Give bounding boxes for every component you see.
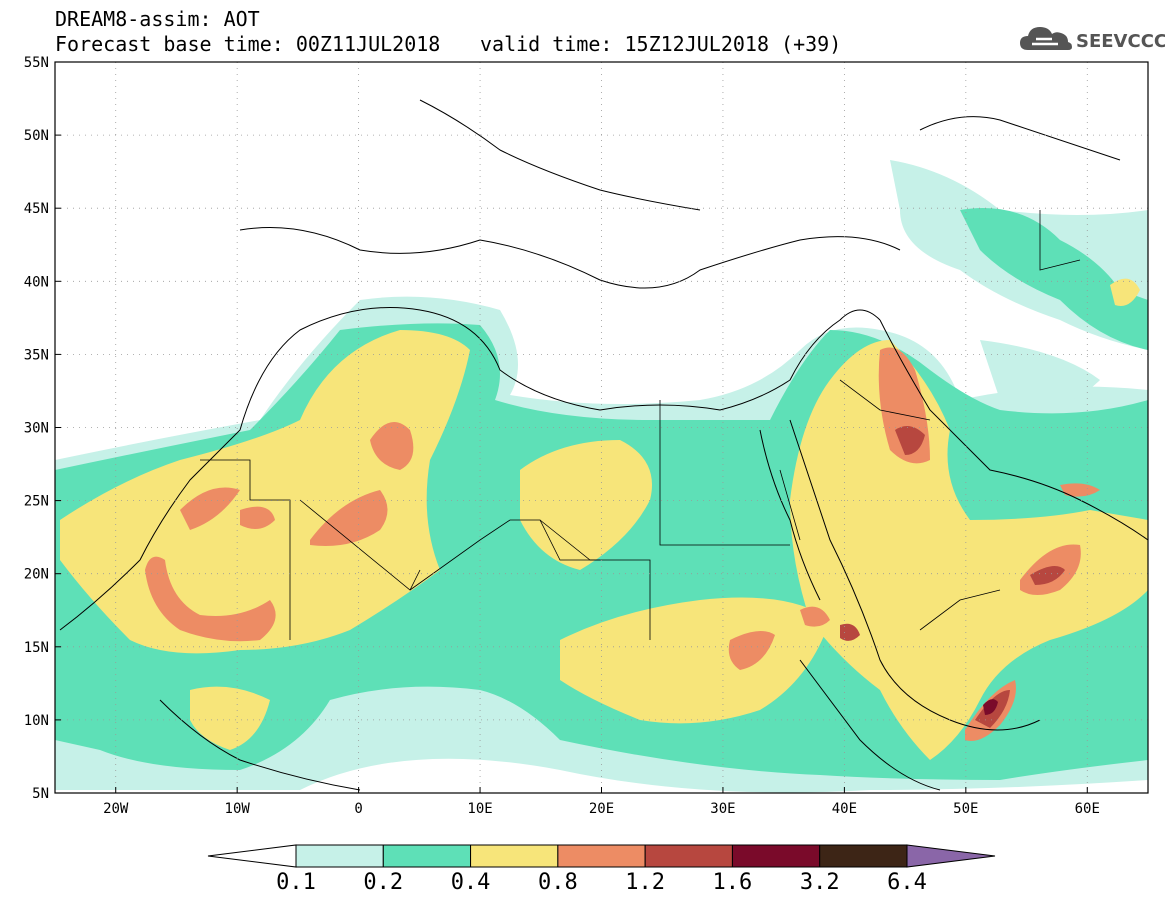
seevccc-logo: SEEVCCC — [1018, 22, 1165, 58]
coastlines — [59, 99, 1148, 791]
lat-tick-label: 35N — [24, 347, 49, 363]
cloud-logo-icon — [1020, 27, 1072, 50]
lon-tick-label: 20E — [589, 801, 614, 817]
lat-tick-label: 5N — [32, 786, 49, 802]
lon-tick-label: 40E — [832, 801, 857, 817]
colorbar-segment — [295, 844, 384, 868]
colorbar-segment — [644, 844, 733, 868]
longitude-axis: 20W 10W 0 10E 20E 30E 40E 50E 60E — [103, 787, 1100, 817]
colorbar-segment — [731, 844, 821, 868]
colorbar — [207, 844, 996, 868]
colorbar-level-label: 6.4 — [887, 870, 927, 895]
lon-tick-label: 10E — [467, 801, 492, 817]
lon-tick-label: 0 — [354, 801, 362, 817]
lat-tick-label: 15N — [24, 640, 49, 656]
lon-tick-label: 50E — [953, 801, 978, 817]
colorbar-level-label: 0.2 — [363, 870, 404, 895]
colorbar-level-label: 0.4 — [450, 870, 491, 895]
colorbar-segment — [557, 844, 646, 868]
lat-tick-label: 10N — [24, 713, 49, 729]
country-borders — [200, 210, 1081, 640]
aot-fields — [55, 160, 1148, 793]
forecast-base-time: Forecast base time: 00Z11JUL2018 — [55, 32, 441, 56]
aot-layer-1.2 — [840, 426, 1065, 728]
logo-text: SEEVCCC — [1076, 31, 1165, 52]
colorbar-segment — [382, 844, 472, 868]
lon-tick-label: 60E — [1075, 801, 1100, 817]
colorbar-segment — [470, 844, 559, 868]
colorbar-level-label: 0.8 — [537, 870, 578, 895]
colorbar-level-label: 0.1 — [276, 870, 316, 895]
lat-tick-label: 30N — [24, 421, 49, 437]
lat-tick-label: 45N — [24, 201, 49, 217]
valid-time: valid time: 15Z12JUL2018 (+39) — [480, 32, 842, 56]
map-title: DREAM8-assim: AOT — [55, 7, 260, 31]
colorbar-over-triangle — [906, 844, 996, 868]
colorbar-level-label: 1.6 — [712, 870, 753, 895]
colorbar-level-label: 1.2 — [625, 870, 666, 895]
colorbar-under-triangle — [207, 844, 297, 868]
gridlines — [55, 62, 1148, 793]
lat-tick-label: 55N — [24, 55, 49, 71]
latitude-axis: 55N 50N 45N 40N 35N 30N 25N 20N 15N 10N 5N — [24, 55, 61, 802]
lat-tick-label: 25N — [24, 494, 49, 510]
colorbar-level-label: 3.2 — [799, 870, 840, 895]
colorbar-segment — [819, 844, 908, 868]
lat-tick-label: 20N — [24, 567, 49, 583]
lat-tick-label: 40N — [24, 274, 49, 290]
aot-layer-1.6 — [983, 699, 998, 715]
lon-tick-label: 30E — [710, 801, 735, 817]
lat-tick-label: 50N — [24, 128, 49, 144]
lon-tick-label: 10W — [225, 801, 251, 817]
lon-tick-label: 20W — [103, 801, 129, 817]
